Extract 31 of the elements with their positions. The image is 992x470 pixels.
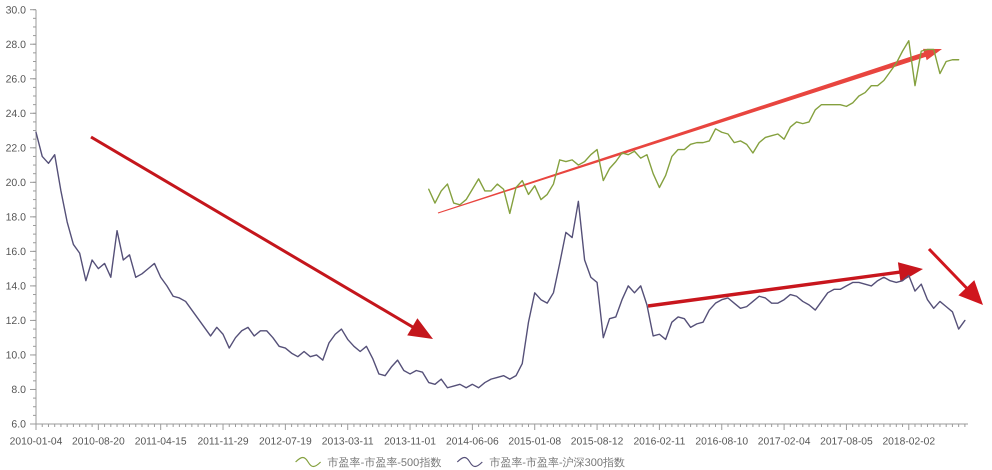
y-tick-label: 28.0: [6, 38, 26, 51]
x-tick-label: 2010-01-04: [10, 436, 63, 448]
y-tick-label: 10.0: [6, 350, 26, 362]
y-tick-label: 14.0: [6, 280, 26, 292]
x-tick-label: 2016-08-10: [695, 436, 748, 448]
x-tick-label: 2017-08-05: [820, 436, 874, 448]
y-tick-label: 6.0: [11, 418, 26, 431]
x-tick-label: 2013-11-01: [384, 436, 436, 448]
y-tick-label: 18.0: [6, 211, 26, 224]
x-tick-label: 2016-02-11: [633, 436, 686, 448]
y-tick-label: 16.0: [6, 246, 26, 258]
y-tick-label: 20.0: [6, 176, 26, 189]
x-tick-label: 2018-02-02: [882, 436, 936, 448]
y-tick-label: 8.0: [11, 384, 26, 396]
y-tick-label: 30.0: [6, 4, 26, 16]
x-tick-label: 2011-11-29: [197, 436, 249, 448]
y-tick-label: 22.0: [6, 142, 26, 154]
x-tick-label: 2017-02-04: [758, 436, 811, 448]
x-tick-label: 2015-08-12: [570, 436, 624, 448]
y-tick-label: 24.0: [6, 108, 26, 120]
x-tick-label: 2014-06-06: [446, 436, 499, 448]
line-series: [35, 132, 966, 388]
x-tick-label: 2013-03-11: [322, 436, 374, 448]
x-tick-label: 2015-01-08: [508, 436, 562, 448]
legend-label: 市盈率-市盈率-沪深300指数: [489, 456, 625, 469]
x-tick-label: 2011-04-15: [134, 436, 187, 448]
y-tick-label: 12.0: [6, 315, 26, 328]
x-tick-label: 2012-07-19: [259, 436, 312, 448]
legend-label: 市盈率-市盈率-500指数: [328, 456, 442, 469]
x-tick-label: 2010-08-20: [72, 436, 125, 448]
y-tick-label: 26.0: [6, 73, 26, 86]
